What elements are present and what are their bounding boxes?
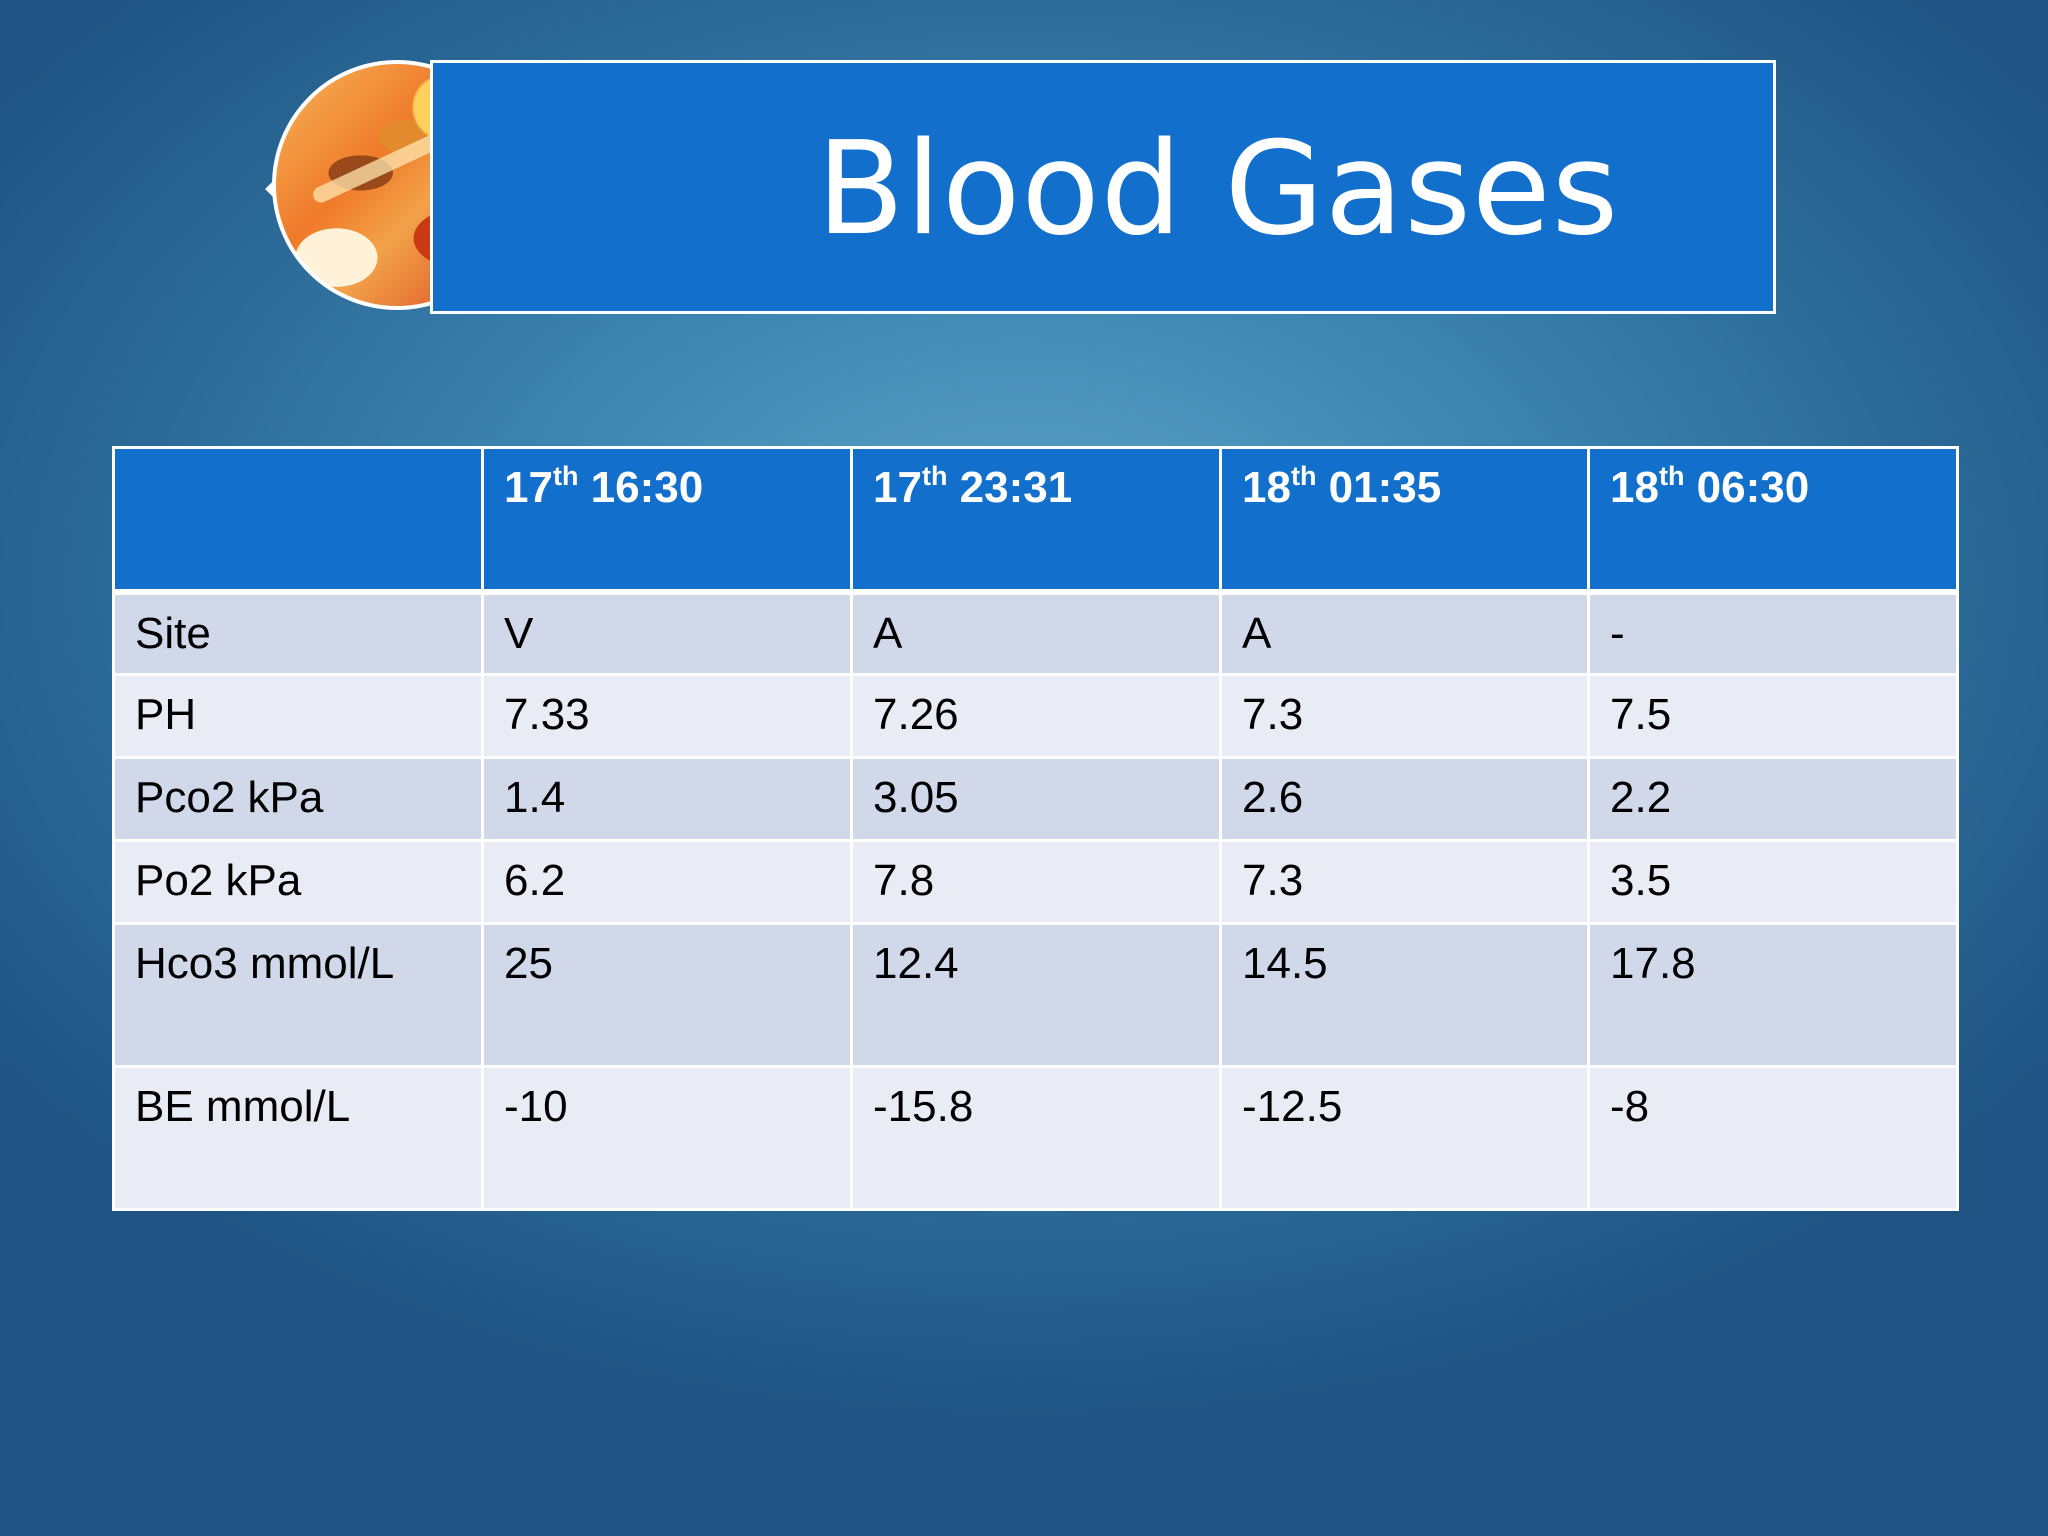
row-label: BE mmol/L bbox=[112, 1065, 484, 1211]
row-label: Site bbox=[112, 590, 484, 676]
table-cell: V bbox=[481, 590, 853, 676]
table-row: BE mmol/L -10 -15.8 -12.5 -8 bbox=[112, 1065, 1959, 1211]
table-row: Po2 kPa 6.2 7.8 7.3 3.5 bbox=[112, 839, 1959, 925]
table-row: PH 7.33 7.26 7.3 7.5 bbox=[112, 673, 1959, 759]
table-cell: 7.5 bbox=[1587, 673, 1959, 759]
row-label: Po2 kPa bbox=[112, 839, 484, 925]
row-label: Hco3 mmol/L bbox=[112, 922, 484, 1068]
table-cell: 25 bbox=[481, 922, 853, 1068]
table-cell: 2.6 bbox=[1219, 756, 1590, 842]
header-cell: 18th 01:35 bbox=[1219, 446, 1590, 595]
table-cell: -8 bbox=[1587, 1065, 1959, 1211]
slide-title: Blood Gases bbox=[816, 115, 1620, 264]
table-cell: 7.8 bbox=[850, 839, 1222, 925]
header-cell: 18th 06:30 bbox=[1587, 446, 1959, 595]
table-cell: 7.3 bbox=[1219, 839, 1590, 925]
table-cell: -15.8 bbox=[850, 1065, 1222, 1211]
table-cell: 6.2 bbox=[481, 839, 853, 925]
header-cell: 17th 16:30 bbox=[481, 446, 853, 595]
table-row: Hco3 mmol/L 25 12.4 14.5 17.8 bbox=[112, 922, 1959, 1068]
table-cell: A bbox=[1219, 590, 1590, 676]
table-cell: 3.05 bbox=[850, 756, 1222, 842]
table-cell: - bbox=[1587, 590, 1959, 676]
title-banner: Blood Gases bbox=[430, 60, 1776, 314]
table-cell: 12.4 bbox=[850, 922, 1222, 1068]
table-cell: 7.33 bbox=[481, 673, 853, 759]
table-cell: A bbox=[850, 590, 1222, 676]
table-cell: 17.8 bbox=[1587, 922, 1959, 1068]
row-label: PH bbox=[112, 673, 484, 759]
table-cell: -10 bbox=[481, 1065, 853, 1211]
header-corner-cell bbox=[112, 446, 484, 595]
table-cell: 3.5 bbox=[1587, 839, 1959, 925]
table-cell: 1.4 bbox=[481, 756, 853, 842]
table-cell: -12.5 bbox=[1219, 1065, 1590, 1211]
table-cell: 14.5 bbox=[1219, 922, 1590, 1068]
table-row: Pco2 kPa 1.4 3.05 2.6 2.2 bbox=[112, 756, 1959, 842]
header-cell: 17th 23:31 bbox=[850, 446, 1222, 595]
table-header-row: 17th 16:30 17th 23:31 18th 01:35 18th 06… bbox=[112, 446, 1959, 595]
table-cell: 7.26 bbox=[850, 673, 1222, 759]
row-label: Pco2 kPa bbox=[112, 756, 484, 842]
table-row: Site V A A - bbox=[112, 590, 1959, 676]
blood-gases-table: 17th 16:30 17th 23:31 18th 01:35 18th 06… bbox=[112, 446, 1959, 1211]
table-cell: 2.2 bbox=[1587, 756, 1959, 842]
table-cell: 7.3 bbox=[1219, 673, 1590, 759]
